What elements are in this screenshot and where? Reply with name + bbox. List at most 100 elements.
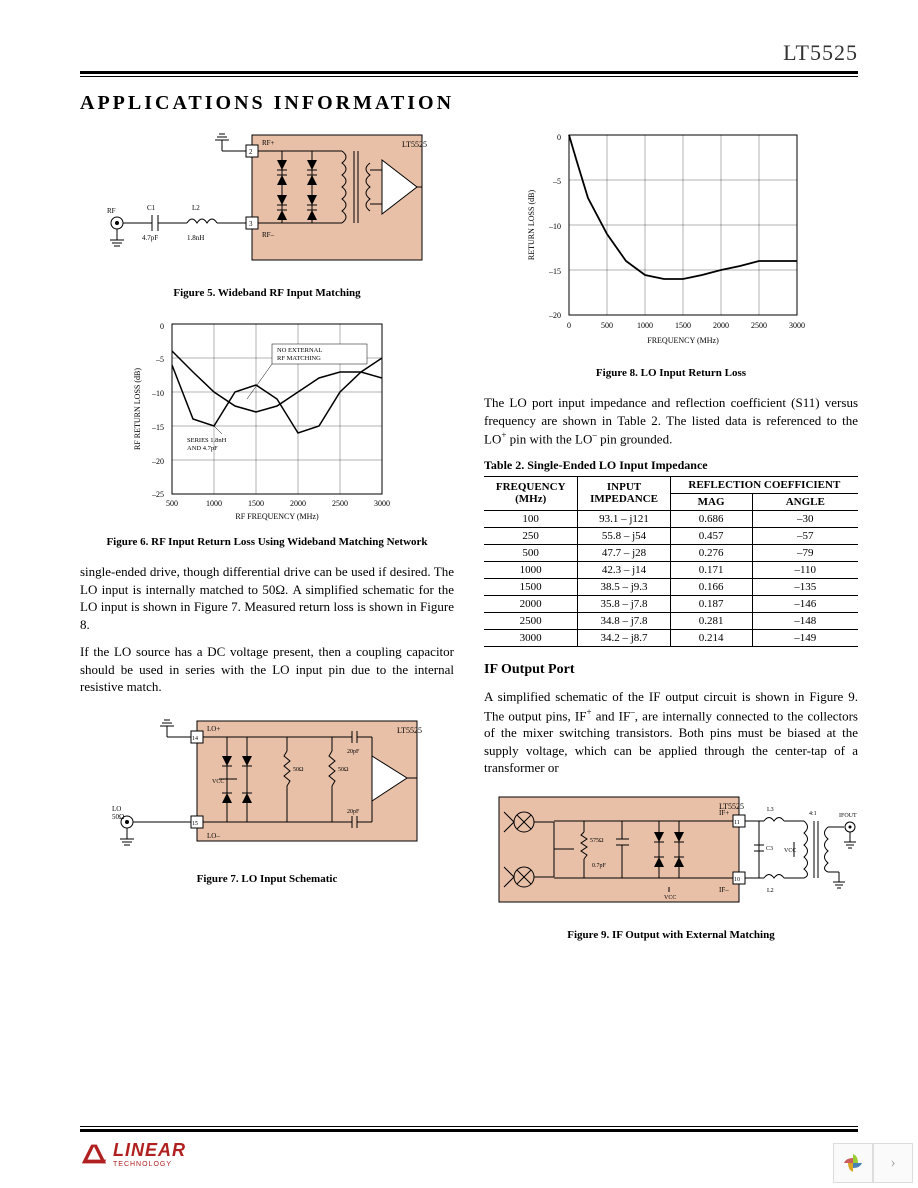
- fig7-caption: Figure 7. LO Input Schematic: [80, 873, 454, 885]
- figure-9: LT5525 11 IF+ 10 IF–: [484, 787, 858, 941]
- para-2: If the LO source has a DC voltage presen…: [80, 643, 454, 696]
- table-row: 50047.7 – j280.276–79: [484, 544, 858, 561]
- figure-8: 0 –5 –10 –15 –20 0 500 1000 1500 2000 25…: [484, 125, 858, 379]
- nav-logo-button[interactable]: [833, 1143, 873, 1183]
- l3-label: L3: [767, 807, 774, 813]
- svg-text:AND 4.7pF: AND 4.7pF: [187, 445, 218, 452]
- para-3: The LO port input impedance and reflecti…: [484, 394, 858, 448]
- svg-text:NO EXTERNAL: NO EXTERNAL: [277, 347, 322, 354]
- th-angle: ANGLE: [752, 493, 858, 510]
- svg-text:–5: –5: [155, 355, 164, 364]
- fig5-schematic: LT5525 2 RF+ 3 RF– RF: [102, 125, 432, 275]
- pin-2: 2: [249, 148, 253, 156]
- p3-c: pin grounded.: [597, 431, 672, 446]
- header-rule-thick: [80, 71, 858, 74]
- svg-text:–5: –5: [552, 177, 561, 186]
- table-row: 300034.2 – j8.70.214–149: [484, 629, 858, 646]
- fig8-chart: 0 –5 –10 –15 –20 0 500 1000 1500 2000 25…: [521, 125, 821, 355]
- svg-text:0: 0: [160, 322, 164, 331]
- vcc-label: VCC: [212, 779, 224, 785]
- logo-main: LINEAR: [113, 1140, 186, 1161]
- svg-text:–25: –25: [151, 490, 164, 499]
- figure-5: LT5525 2 RF+ 3 RF– RF: [80, 125, 454, 299]
- th-imp2: IMPEDANCE: [590, 493, 658, 505]
- pin-lo-plus: LO+: [207, 725, 220, 733]
- t1-ratio: 4:1: [809, 811, 817, 817]
- pinwheel-icon: [842, 1152, 864, 1174]
- table-row: 250034.8 – j7.80.281–148: [484, 612, 858, 629]
- pin-rf-plus: RF+: [262, 139, 275, 147]
- figure-7: LT5525 14 LO+ 15 LO– LO 50Ω: [80, 711, 454, 885]
- fig6-xlabel: RF FREQUENCY (MHz): [235, 512, 319, 521]
- r50-2: 50Ω: [338, 767, 349, 773]
- right-column: 0 –5 –10 –15 –20 0 500 1000 1500 2000 25…: [484, 125, 858, 956]
- svg-text:2500: 2500: [332, 499, 348, 508]
- th-refl: REFLECTION COEFFICIENT: [670, 476, 858, 493]
- svg-text:RF MATCHING: RF MATCHING: [277, 355, 321, 362]
- r50-1: 50Ω: [293, 767, 304, 773]
- svg-text:SERIES 1.8nH: SERIES 1.8nH: [187, 437, 227, 444]
- logo-sub: TECHNOLOGY: [113, 1161, 186, 1168]
- content-columns: LT5525 2 RF+ 3 RF– RF: [80, 125, 858, 956]
- l2-val: 1.8nH: [187, 234, 204, 242]
- r575: 575Ω: [590, 838, 604, 844]
- table-row: 10093.1 – j1210.686–30: [484, 510, 858, 527]
- table2-title: Table 2. Single-Ended LO Input Impedance: [484, 458, 858, 473]
- logo: LINEAR TECHNOLOGY: [80, 1140, 858, 1168]
- table-row: 25055.8 – j540.457–57: [484, 527, 858, 544]
- lo-50: 50Ω: [112, 813, 124, 821]
- c20-1: 20pF: [347, 749, 360, 755]
- svg-text:–20: –20: [548, 311, 561, 320]
- fig9-caption: Figure 9. IF Output with External Matchi…: [484, 929, 858, 941]
- pin-14: 14: [192, 736, 198, 742]
- fig5-caption: Figure 5. Wideband RF Input Matching: [80, 287, 454, 299]
- section-title: APPLICATIONS INFORMATION: [80, 92, 858, 115]
- svg-text:1000: 1000: [637, 321, 653, 330]
- pin-if-minus: IF–: [719, 886, 729, 894]
- svg-text:1000: 1000: [206, 499, 222, 508]
- svg-text:1500: 1500: [248, 499, 264, 508]
- table-row: 150038.5 – j9.30.166–135: [484, 578, 858, 595]
- fig6-chart: 0 –5 –10 –15 –20 –25 500 1000 1500 2000 …: [127, 314, 407, 524]
- para-4: A simplified schematic of the IF output …: [484, 688, 858, 777]
- svg-text:1500: 1500: [675, 321, 691, 330]
- nav-next-button[interactable]: ›: [873, 1143, 913, 1183]
- l2-9: L2: [767, 888, 774, 894]
- svg-text:3000: 3000: [374, 499, 390, 508]
- footer: LINEAR TECHNOLOGY: [80, 1126, 858, 1168]
- header-rule-thin: [80, 76, 858, 77]
- nav-widget: ›: [833, 1143, 913, 1183]
- rf-label: RF: [107, 207, 116, 215]
- vcc-ext: VCC: [784, 848, 796, 854]
- linear-logo-icon: [80, 1142, 108, 1166]
- svg-text:–15: –15: [548, 267, 561, 276]
- if-output-heading: IF Output Port: [484, 662, 858, 678]
- svg-text:–10: –10: [548, 222, 561, 231]
- fig6-caption: Figure 6. RF Input Return Loss Using Wid…: [80, 536, 454, 548]
- pin-lo-minus: LO–: [207, 832, 220, 840]
- svg-text:2000: 2000: [713, 321, 729, 330]
- fig8-xlabel: FREQUENCY (MHz): [647, 336, 719, 345]
- fig7-schematic: LT5525 14 LO+ 15 LO– LO 50Ω: [107, 711, 427, 861]
- c1-label: C1: [147, 204, 156, 212]
- svg-text:500: 500: [166, 499, 178, 508]
- th-mhz: (MHz): [515, 493, 546, 505]
- pin-if-plus: IF+: [719, 809, 729, 817]
- p4-b: and IF: [592, 708, 631, 723]
- svg-text:–20: –20: [151, 457, 164, 466]
- pin-rf-minus: RF–: [262, 231, 275, 239]
- fig9-schematic: LT5525 11 IF+ 10 IF–: [484, 787, 864, 917]
- svg-text:–15: –15: [151, 423, 164, 432]
- svg-text:500: 500: [601, 321, 613, 330]
- fig6-ylabel: RF RETURN LOSS (dB): [133, 368, 142, 450]
- svg-text:0: 0: [557, 133, 561, 142]
- para-1: single-ended drive, though differential …: [80, 563, 454, 633]
- svg-text:0: 0: [567, 321, 571, 330]
- svg-text:LO: LO: [112, 805, 121, 813]
- part-number: LT5525: [80, 40, 858, 66]
- c20-2: 20pF: [347, 809, 360, 815]
- th-imp: INPUT: [607, 481, 641, 493]
- pin-15: 15: [192, 821, 198, 827]
- c3-label: C3: [766, 846, 773, 852]
- th-mag: MAG: [670, 493, 752, 510]
